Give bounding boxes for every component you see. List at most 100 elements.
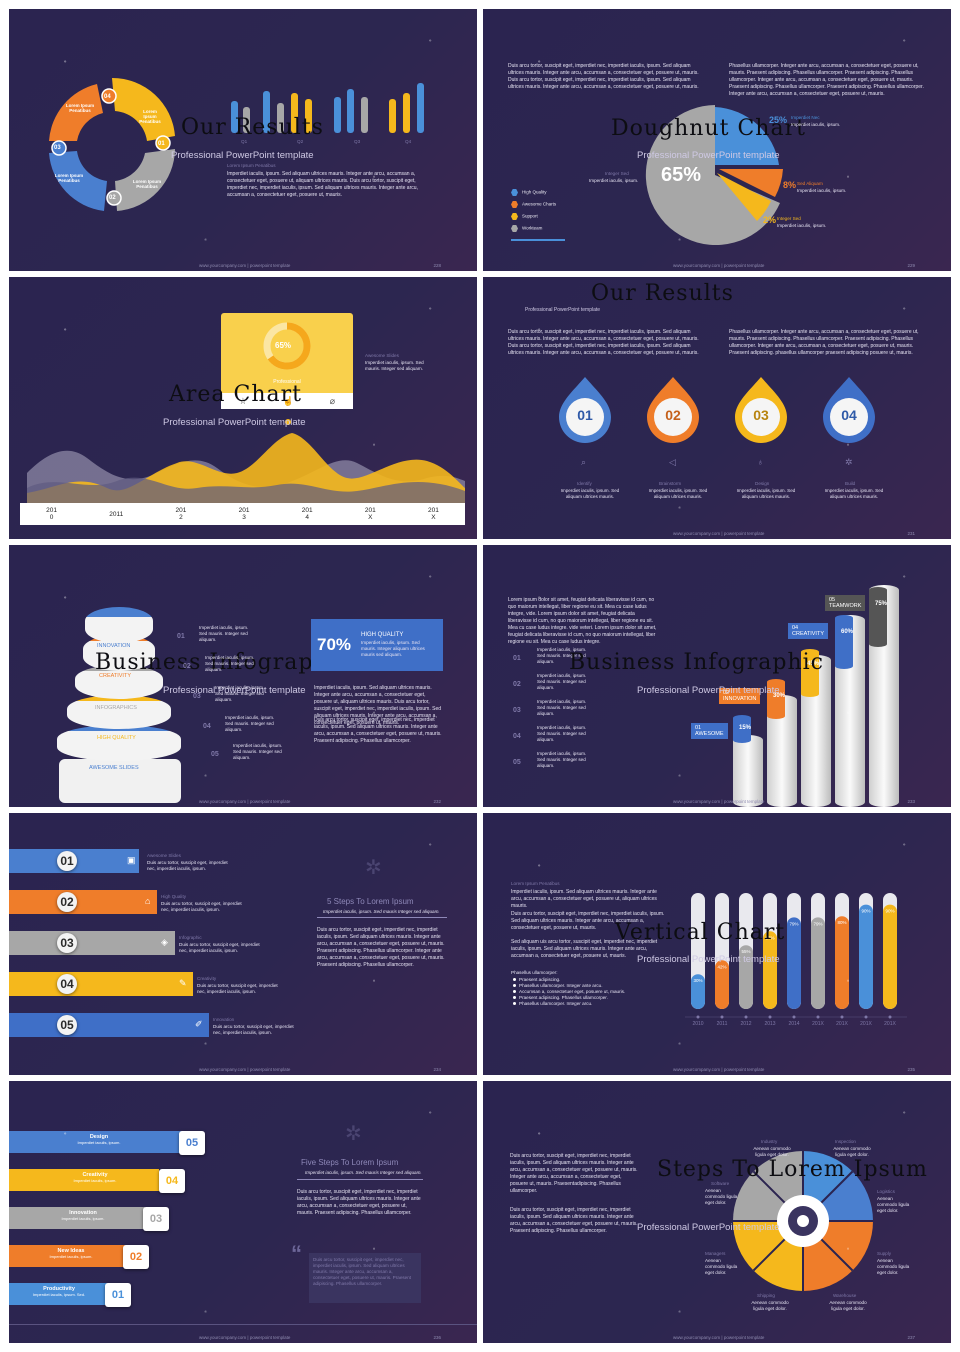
axis-dot — [792, 1015, 796, 1019]
bar-tag-1: 01 AWESOME — [691, 723, 728, 739]
layer-label-innovation: INNOVATION — [97, 643, 131, 649]
pie-slice-high-quality — [715, 107, 779, 165]
feature-card: 65% Professional ☆ ☝ ⌀ — [221, 313, 353, 409]
year-label: 201 3 — [238, 507, 250, 521]
callout-head-1: Imperdiet Nec — [791, 115, 820, 120]
slide-subtitle: Professional PowerPoint template — [525, 307, 601, 313]
cycle-num-03: 03 — [54, 145, 61, 151]
legend-item: Support — [511, 213, 565, 225]
quote-text: Duis arcu tortor, suscipit eget, imperdi… — [313, 1257, 412, 1286]
body-text-1: Imperdiet iaculis, ipsum. Sed aliquam ul… — [314, 685, 442, 726]
slide-title: Doughnut Chart — [611, 116, 806, 141]
slide-title: Steps To Lorem Ipsum — [657, 1157, 928, 1182]
paperclip-icon[interactable]: ⌀ — [329, 395, 336, 406]
list-item: Praesent adipiscing. — [513, 977, 625, 983]
ribbon-text-2: Duis arcu tortor, suscipit eget, imperdi… — [161, 901, 242, 912]
wheel-text-software: Aenean commodo ligula eget dolor. — [705, 1188, 738, 1205]
list-item: Phasellus ullamcorper. Integer ante arcu… — [513, 983, 625, 989]
cycle-diagram — [49, 77, 175, 211]
band-5 — [9, 1283, 111, 1305]
ribbon-head-5: Innovation — [213, 1017, 235, 1022]
body-text: Lorem ipsum dolor sit amet, feugiat deli… — [508, 597, 657, 645]
x-tick-label: 2011 — [717, 1021, 728, 1027]
step-item: 03 Imperdiet iaculis, ipsum. Sed mauris. … — [513, 699, 587, 716]
axis-dot — [720, 1015, 724, 1019]
lightbulb-icon: ♁ — [757, 457, 764, 467]
band-text-1: Design Imperdiet iaculis, ipsum. — [77, 1134, 121, 1145]
cycle-segment-03 — [49, 151, 107, 211]
slide-subtitle: Professional PowerPoint template — [163, 417, 306, 428]
right-title: 5 Steps To Lorem Ipsum — [327, 897, 414, 906]
ribbon-text-3: Duis arcu tortor, suscipit eget, imperdi… — [179, 942, 260, 953]
ribbon-row-3 — [9, 931, 175, 955]
cylinder-color-5 — [869, 587, 887, 647]
slide-title: Our Results — [181, 115, 324, 140]
wheel-label-inspection: Inspection — [835, 1139, 856, 1144]
ribbon-num-2: 02 — [57, 892, 77, 912]
axis-dot — [816, 1015, 820, 1019]
ribbon-row-5 — [9, 1013, 209, 1037]
x-tick-label: 2014 — [788, 1021, 799, 1027]
card-donut — [263, 322, 311, 370]
pie-chart — [645, 105, 783, 245]
slide-subtitle: Professional PowerPoint template — [637, 1222, 780, 1233]
bar-pct-4: 60% — [841, 629, 854, 635]
slide-title: Area Chart — [169, 382, 303, 407]
pie-slice-workteam — [645, 105, 780, 245]
band-1 — [9, 1131, 187, 1153]
wheel-text-supply: Aenean commodo ligula eget dolor. — [877, 1258, 910, 1275]
band-2 — [9, 1169, 159, 1191]
gears-icon: ✲ — [345, 1123, 362, 1145]
wheel-label-supply: Supply — [877, 1251, 892, 1256]
wheel-label-logistics: Logistics — [877, 1189, 895, 1194]
highlight-percent: 70% — [317, 635, 352, 654]
list-item: Praesent adipiscing. Phasellus ullamcorp… — [513, 995, 625, 1001]
shop-icon: ⌂ — [145, 896, 151, 906]
card-toolbar: ☆ ☝ ⌀ — [221, 393, 353, 409]
bar-value-label: 80% — [837, 920, 846, 925]
ribbon-row-2 — [9, 890, 157, 914]
side-heading: Awesome Slides — [365, 353, 399, 358]
bar-value-label: 30% — [693, 978, 702, 983]
bar-7 — [859, 904, 873, 1009]
wheel-text-managers: Aenean commodo ligula eget dolor. — [705, 1258, 738, 1275]
cylinder-color-3 — [801, 649, 819, 697]
card-label: Professional — [273, 379, 301, 385]
body-text-right: Phasellus ullamcorper. Integer ante arcu… — [729, 329, 919, 356]
band-num-4: 02 — [123, 1245, 149, 1269]
cylinder-bars — [683, 585, 923, 807]
bar-4 — [787, 917, 801, 1009]
bullet-list: Praesent adipiscing. Phasellus ullamcorp… — [513, 977, 625, 1007]
pie-slice-awesome-charts — [719, 169, 783, 197]
wheel-text-warehouse: Aenean commodo ligula eget dolor. — [829, 1300, 867, 1311]
bar-tag-5: 05 TEAMWORK — [825, 595, 866, 611]
body-text-1: Duis arcu tortor, suscipit eget, imperdi… — [510, 1153, 638, 1194]
right-body: Duis arcu tortor, suscipit eget, imperdi… — [317, 927, 445, 968]
bar-tag-4: 04 CREATIVITY — [788, 623, 828, 639]
step-item: 02 Imperdiet iaculis, ipsum. Sed mauris. … — [513, 673, 587, 690]
ribbon-head-4: Creativity — [197, 976, 217, 981]
band-num-5: 01 — [105, 1283, 131, 1307]
callout-text-2: Imperdiet iaculis, ipsum. — [797, 188, 847, 193]
ribbon-list — [9, 849, 309, 1049]
bar-value-label: 67% — [765, 935, 774, 940]
star-icon[interactable]: ☆ — [238, 395, 247, 406]
bar-tag-2: 02 INNOVATION — [719, 688, 761, 704]
band-text-4: New Ideas Imperdiet iaculis, ipsum. — [49, 1248, 93, 1259]
quarter-label-4: Q4 — [405, 139, 412, 144]
wheel-label-industry: Industry — [761, 1139, 778, 1144]
slide-subtitle: Professional PowerPoint template — [171, 150, 314, 161]
band-4 — [9, 1245, 127, 1267]
cylinder-color-4 — [835, 615, 853, 669]
legend-item: High Quality — [511, 189, 565, 201]
stacked-cylinders — [45, 607, 191, 807]
highlight-text: Imperdiet iaculis, ipsum. Sed mauris. In… — [361, 640, 425, 657]
right-title: Five Steps To Lorem Ipsum — [301, 1158, 399, 1167]
wrench-icon: ✎ — [179, 978, 187, 988]
x-tick-label: 2012 — [740, 1021, 751, 1027]
wheel-text-inspection: Aenean commodo ligula eget dolor. — [833, 1146, 871, 1157]
thumbs-up-icon[interactable]: ☝ — [282, 395, 294, 406]
ribbon-num-3: 03 — [57, 933, 77, 953]
bar-pct-2: 30% — [773, 693, 786, 699]
year-label: 201 0 — [46, 507, 57, 521]
